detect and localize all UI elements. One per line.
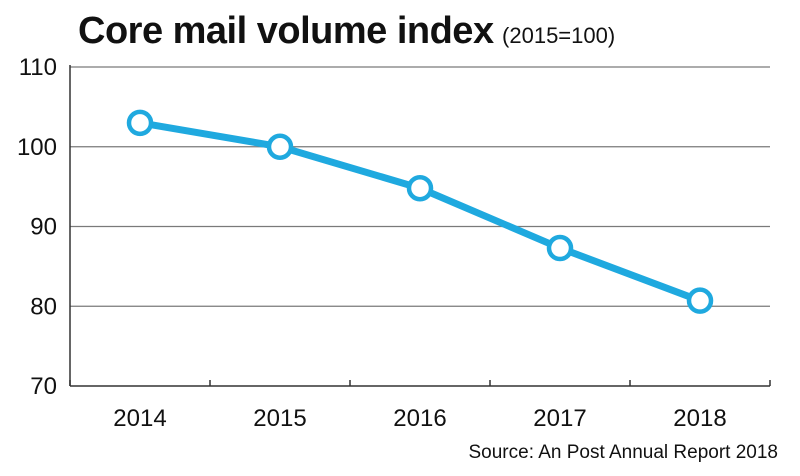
source-note: Source: An Post Annual Report 2018 <box>468 442 779 463</box>
chart-title-block: Core mail volume index (2015=100) <box>78 10 615 53</box>
data-point-2016 <box>406 174 434 202</box>
chart-title: Core mail volume index <box>78 10 494 52</box>
y-tick-label-110: 110 <box>19 54 57 81</box>
y-tick-label-100: 100 <box>17 134 57 161</box>
series-line-0 <box>136 119 704 305</box>
data-point-2014 <box>126 109 154 137</box>
data-point-2018 <box>686 287 714 314</box>
chart-subtitle: (2015=100) <box>502 23 616 48</box>
x-tick-label-2015: 2015 <box>253 405 306 432</box>
y-tick-label-70: 70 <box>30 373 57 400</box>
y-tick-label-90: 90 <box>30 214 57 241</box>
x-tick-label-2016: 2016 <box>393 405 446 432</box>
x-tick-label-2018: 2018 <box>673 405 726 432</box>
y-tick-label-80: 80 <box>30 293 57 320</box>
x-tick-label-2017: 2017 <box>533 405 586 432</box>
data-point-2017 <box>546 234 574 262</box>
x-tick-label-2014: 2014 <box>113 405 166 432</box>
data-point-2015 <box>266 133 294 160</box>
